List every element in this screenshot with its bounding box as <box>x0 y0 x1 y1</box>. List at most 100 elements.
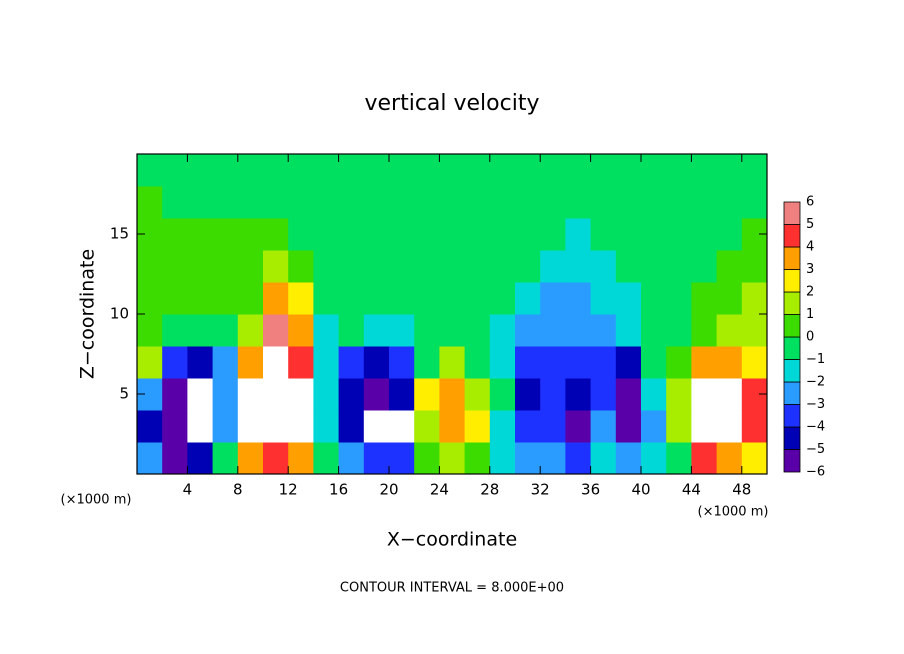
heat-cell <box>212 186 239 219</box>
heat-cell <box>540 314 566 347</box>
heat-cell <box>590 250 617 283</box>
heat-cell <box>615 410 642 443</box>
heat-cell <box>515 154 541 187</box>
heat-cell <box>162 346 188 379</box>
heat-cell <box>288 442 314 475</box>
heat-cell <box>389 218 415 251</box>
heat-cell <box>666 154 692 187</box>
heat-cell <box>162 378 188 411</box>
heat-cell <box>187 154 214 187</box>
heat-cell <box>313 250 340 283</box>
heat-cell <box>389 410 415 443</box>
heat-cell <box>263 218 289 251</box>
x-tick-label: 40 <box>631 481 650 499</box>
y-axis-label: Z−coordinate <box>77 249 99 379</box>
heat-cell <box>666 186 692 219</box>
heat-cell <box>439 218 466 251</box>
heat-cell <box>338 314 365 347</box>
heat-cell <box>313 154 340 187</box>
heat-cell <box>691 378 718 411</box>
heat-cell <box>615 314 642 347</box>
heat-cell <box>338 250 365 283</box>
colorbar-label: −4 <box>806 420 825 435</box>
heat-cell <box>590 314 617 347</box>
heat-cell <box>666 442 692 475</box>
heat-cell <box>489 218 516 251</box>
heat-cell <box>515 378 541 411</box>
heat-cell <box>313 378 340 411</box>
heat-cell <box>716 218 743 251</box>
heat-cell <box>489 250 516 283</box>
heat-cell <box>691 186 718 219</box>
colorbar-swatch <box>783 224 801 248</box>
x-tick-label: 48 <box>732 481 751 499</box>
heat-cell <box>691 218 718 251</box>
colorbar-label: −2 <box>806 375 825 390</box>
heat-cell <box>389 442 415 475</box>
heat-cell <box>666 378 692 411</box>
heat-cell <box>489 186 516 219</box>
heat-cell <box>414 154 440 187</box>
heat-cell <box>237 442 264 475</box>
heat-cell <box>515 442 541 475</box>
heat-cell <box>489 346 516 379</box>
heat-cell <box>137 154 163 187</box>
heat-cell <box>615 186 642 219</box>
heat-cell <box>741 154 768 187</box>
heat-cell <box>641 442 667 475</box>
heat-cell <box>716 346 743 379</box>
heat-cell <box>741 250 768 283</box>
chart-title: vertical velocity <box>364 91 539 116</box>
heat-cell <box>212 218 239 251</box>
heat-cell <box>439 154 466 187</box>
x-tick-label: 16 <box>329 481 348 499</box>
heat-cell <box>540 154 566 187</box>
heat-cell <box>162 250 188 283</box>
heat-cell <box>389 378 415 411</box>
heat-cell <box>540 442 566 475</box>
x-tick-label: 32 <box>531 481 550 499</box>
heat-cell <box>741 186 768 219</box>
heat-cell <box>288 410 314 443</box>
heat-cell <box>489 378 516 411</box>
x-unit-label: (×1000 m) <box>61 493 132 508</box>
heat-cell <box>263 282 289 315</box>
heat-cell <box>338 282 365 315</box>
heat-cell <box>716 410 743 443</box>
colorbar-label: 2 <box>806 285 814 300</box>
heat-cell <box>590 282 617 315</box>
heat-cell <box>515 314 541 347</box>
heat-cell <box>439 378 466 411</box>
heat-cell <box>414 378 440 411</box>
heat-cell <box>716 186 743 219</box>
heat-cell <box>439 410 466 443</box>
x-unit-label: (×1000 m) <box>698 505 769 520</box>
heat-cell <box>338 154 365 187</box>
heat-cell <box>313 186 340 219</box>
heat-cell <box>515 346 541 379</box>
heat-cell <box>414 410 440 443</box>
heat-cell <box>666 346 692 379</box>
heat-cell <box>313 346 340 379</box>
heat-cell <box>363 218 390 251</box>
heat-cell <box>615 346 642 379</box>
heat-cell <box>313 218 340 251</box>
heat-cell <box>691 410 718 443</box>
heat-cell <box>363 250 390 283</box>
heat-cell <box>741 282 768 315</box>
heat-cell <box>363 282 390 315</box>
colorbar-label: −3 <box>806 397 825 412</box>
heat-cell <box>615 378 642 411</box>
heat-cell <box>187 410 214 443</box>
heat-cell <box>716 154 743 187</box>
heat-cell <box>439 282 466 315</box>
heat-cell <box>338 186 365 219</box>
heat-cell <box>162 282 188 315</box>
heat-cell <box>237 346 264 379</box>
heat-cell <box>641 186 667 219</box>
colorbar-label: 4 <box>806 240 814 255</box>
heat-cell <box>464 314 491 347</box>
x-tick-label: 44 <box>682 481 701 499</box>
heat-cell <box>540 282 566 315</box>
